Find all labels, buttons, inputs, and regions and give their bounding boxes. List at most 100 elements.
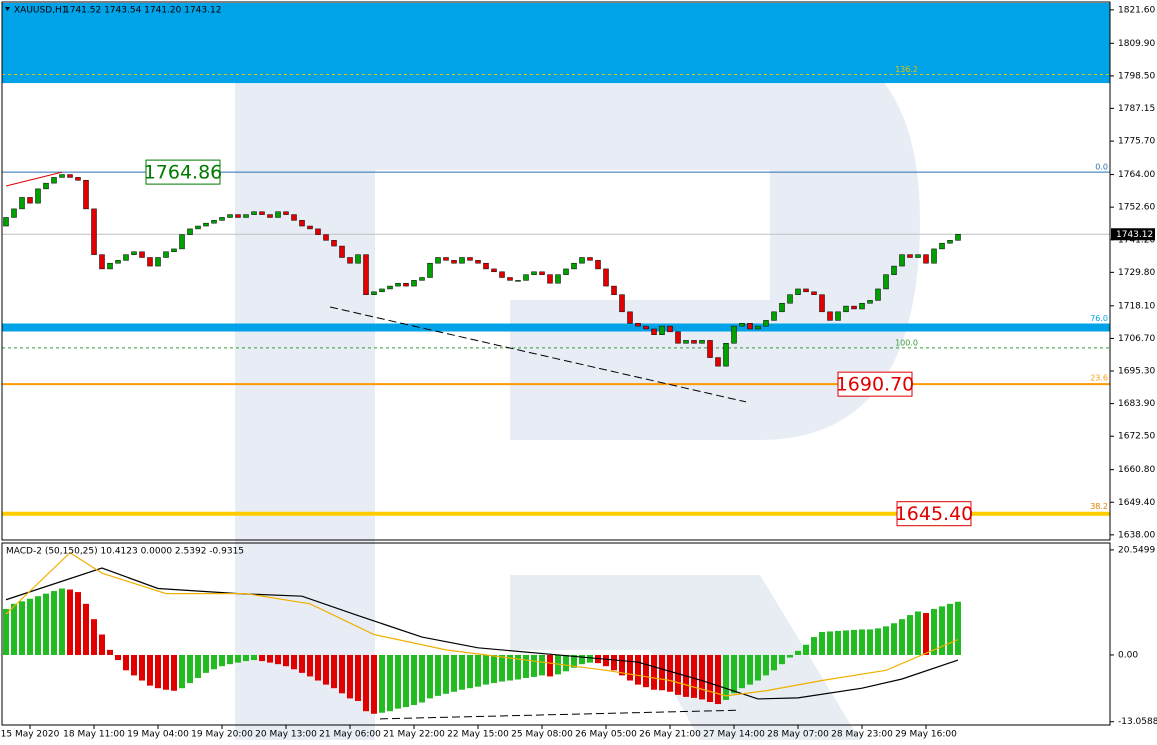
trendline [5, 171, 63, 187]
candle [67, 174, 73, 178]
y-tick-label: 1787.15 [1118, 104, 1155, 114]
candle [139, 251, 145, 258]
histogram-bar [115, 654, 121, 661]
x-tick-label: 28 May 23:00 [831, 730, 893, 740]
x-tick-label: 27 May 14:00 [703, 730, 765, 740]
histogram-bar [699, 654, 705, 700]
y-tick-label: 1660.80 [1118, 465, 1155, 475]
macd-line [5, 551, 959, 697]
candle [691, 340, 697, 344]
zone [2, 3, 1110, 84]
candle [179, 234, 185, 250]
candle [811, 291, 817, 295]
x-tick-label: 20 May 13:00 [255, 730, 317, 740]
histogram-bar [955, 601, 961, 655]
y-tick-label: 1638.00 [1118, 530, 1155, 540]
histogram-bar [243, 654, 249, 662]
histogram-bar [323, 654, 329, 685]
y-tick-label: -13.0588 [1118, 717, 1157, 727]
histogram-bar [443, 654, 449, 694]
candle [451, 260, 457, 264]
candle [763, 320, 769, 327]
candle [51, 177, 57, 184]
fib-label: 136.2 [895, 65, 918, 74]
histogram-bar [131, 654, 137, 676]
candle [219, 217, 225, 221]
histogram-bar [907, 615, 913, 655]
histogram-bar [123, 654, 129, 671]
candle [291, 214, 297, 221]
candle [843, 305, 849, 313]
histogram-bar [851, 629, 857, 655]
x-tick-label: 28 May 07:00 [767, 730, 829, 740]
histogram-bar [795, 650, 801, 655]
histogram-bar [179, 654, 185, 689]
candle [235, 214, 241, 218]
candle [83, 180, 89, 210]
histogram-bar [299, 654, 305, 673]
histogram-bar [707, 654, 713, 702]
candle [411, 280, 417, 287]
candle [427, 262, 433, 278]
candle [627, 311, 633, 324]
histogram-bar [459, 654, 465, 690]
candle [275, 211, 281, 218]
candle [563, 268, 569, 275]
candle [827, 311, 833, 321]
y-tick-label: 1718.10 [1118, 301, 1155, 311]
fib-label: 100.0 [895, 338, 918, 347]
histogram-bar [203, 654, 209, 673]
histogram-bar [219, 654, 225, 667]
histogram-bar [731, 654, 737, 694]
histogram-bar [275, 654, 281, 665]
x-tick-label: 25 May 08:00 [511, 730, 573, 740]
candle [803, 288, 809, 293]
candle [747, 323, 753, 330]
histogram-bar [723, 654, 729, 700]
candle [675, 331, 681, 344]
histogram-bar [931, 608, 937, 655]
histogram-bar [547, 654, 553, 677]
histogram-bar [787, 654, 793, 658]
y-tick-label: 0.00 [1118, 650, 1138, 660]
histogram-bar [331, 654, 337, 689]
candle [755, 325, 761, 330]
candle [795, 288, 801, 295]
x-tick-label: 21 May 06:00 [319, 730, 381, 740]
candle [491, 268, 497, 273]
histogram-bar [283, 654, 289, 667]
price-panel [2, 3, 1110, 516]
histogram-bar [83, 603, 89, 655]
candle [859, 302, 865, 310]
candle [371, 291, 377, 295]
y-tick-label: 1752.60 [1118, 203, 1155, 213]
x-tick-label: 19 May 04:00 [127, 730, 189, 740]
x-tick-label: 21 May 22:00 [383, 730, 445, 740]
y-tick-label: 1775.70 [1118, 137, 1155, 147]
histogram-bar [411, 654, 417, 706]
candle [955, 234, 961, 241]
candle [91, 208, 97, 255]
axes: 1821.60 1809.90 1798.50 1787.15 1775.70 1764.… [1, 5, 1157, 739]
candle [115, 260, 121, 264]
histogram-bar [395, 654, 401, 709]
histogram-bar [227, 654, 233, 665]
histogram-bar [675, 654, 681, 695]
candle [475, 260, 481, 264]
candle [403, 282, 409, 287]
candle [731, 325, 737, 344]
histogram-bar [491, 654, 497, 684]
candle [779, 302, 785, 313]
histogram-bar [643, 654, 649, 688]
histogram-bar [923, 613, 929, 655]
histogram-bar [251, 654, 257, 661]
histogram-bar [363, 654, 369, 712]
candle [11, 208, 17, 218]
candle [435, 257, 441, 264]
histogram-bar [11, 603, 17, 655]
candle [355, 254, 361, 264]
candle [131, 251, 137, 255]
histogram-bar [451, 654, 457, 692]
candle [75, 177, 81, 181]
histogram-bar [267, 654, 273, 663]
